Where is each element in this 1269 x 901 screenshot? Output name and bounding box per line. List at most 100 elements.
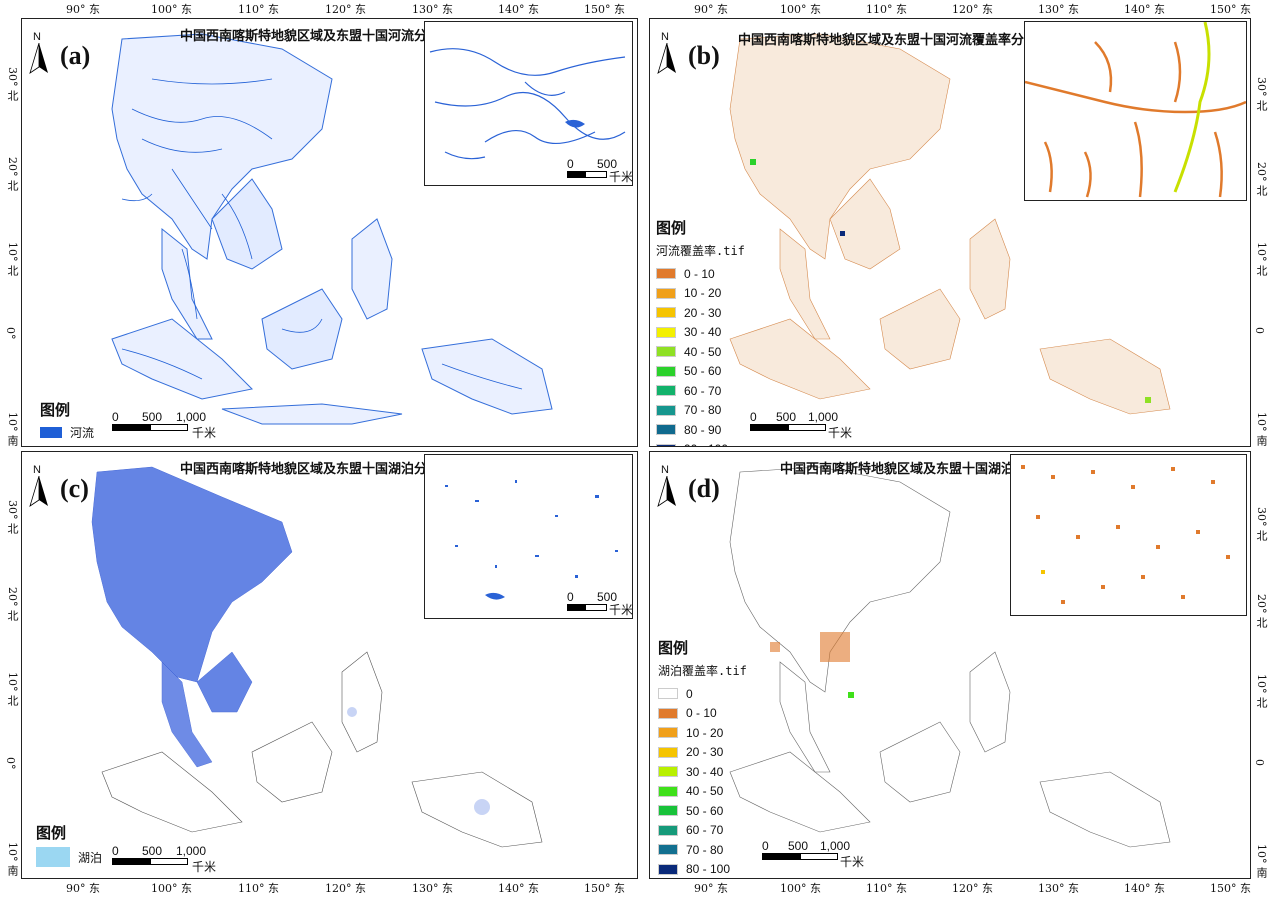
legend-swatch bbox=[658, 863, 678, 875]
legend-c: 图例 湖泊 bbox=[36, 822, 102, 867]
longitude-label: 130° 东 bbox=[412, 3, 453, 16]
longitude-label: 100° 东 bbox=[780, 3, 821, 16]
latitude-label: 0 bbox=[1253, 327, 1266, 334]
legend-label: 70 - 80 bbox=[684, 403, 722, 418]
legend-label: 30 - 40 bbox=[686, 764, 724, 779]
legend-label: 0 bbox=[686, 686, 693, 701]
latitude-label: 20° 北 bbox=[6, 157, 19, 191]
inset-b bbox=[1024, 21, 1247, 201]
legend-label: 80 - 90 bbox=[684, 422, 722, 437]
latitude-label: 0 bbox=[1253, 759, 1266, 766]
legend-a: 图例 河流 bbox=[40, 401, 95, 440]
legend-swatch bbox=[656, 307, 676, 319]
legend-row: 70 - 80 bbox=[656, 401, 745, 421]
legend-row: 40 - 50 bbox=[658, 782, 747, 802]
panel-c: (c) N 中国西南喀斯特地貌区域及东盟十国湖泊分布 0 500 千米 图例 湖泊… bbox=[21, 451, 638, 879]
map-a bbox=[111, 33, 553, 425]
legend-label: 30 - 40 bbox=[684, 325, 722, 340]
longitude-label: 120° 东 bbox=[952, 3, 993, 16]
longitude-label: 150° 东 bbox=[1210, 3, 1251, 16]
longitude-label: 140° 东 bbox=[1124, 3, 1165, 16]
map-title-d: 中国西南喀斯特地貌区域及东盟十国湖泊覆盖率分布 bbox=[780, 462, 1080, 477]
legend-label: 10 - 20 bbox=[686, 725, 724, 740]
legend-swatch bbox=[656, 365, 676, 377]
inset-scale-a: 0 500 千米 bbox=[567, 157, 633, 184]
legend-label: 50 - 60 bbox=[684, 364, 722, 379]
longitude-label: 110° 东 bbox=[238, 882, 279, 895]
longitude-label: 100° 东 bbox=[151, 3, 192, 16]
longitude-label: 100° 东 bbox=[151, 882, 192, 895]
latitude-label: 10° 南 bbox=[1255, 844, 1268, 878]
legend-label: 70 - 80 bbox=[686, 842, 724, 857]
map-d bbox=[729, 466, 1171, 848]
longitude-label: 90° 东 bbox=[66, 3, 100, 16]
inset-a-map bbox=[429, 48, 626, 160]
legend-row: 70 - 80 bbox=[658, 840, 747, 860]
latitude-label: 20° 北 bbox=[1255, 162, 1268, 196]
legend-row: 20 - 30 bbox=[656, 303, 745, 323]
legend-swatch bbox=[658, 785, 678, 797]
inset-b-map bbox=[1025, 22, 1246, 198]
legend-swatch bbox=[658, 688, 678, 700]
legend-row: 40 - 50 bbox=[656, 342, 745, 362]
latitude-label: 0° bbox=[4, 757, 17, 770]
legend-row: 60 - 70 bbox=[658, 821, 747, 841]
north-arrow-icon: N bbox=[28, 464, 50, 512]
map-title-b: 中国西南喀斯特地貌区域及东盟十国河流覆盖率分布 bbox=[738, 33, 1038, 48]
panel-b: (b) N 中国西南喀斯特地貌区域及东盟十国河流覆盖率分布 图例 河流覆盖率.t… bbox=[649, 18, 1251, 447]
legend-swatch bbox=[656, 443, 676, 446]
longitude-label: 110° 东 bbox=[866, 882, 907, 895]
map-title-a: 中国西南喀斯特地貌区域及东盟十国河流分布 bbox=[180, 29, 441, 44]
legend-label: 0 - 10 bbox=[684, 266, 715, 281]
legend-label: 90 - 100 bbox=[684, 442, 728, 446]
legend-row: 20 - 30 bbox=[658, 743, 747, 763]
legend-label: 60 - 70 bbox=[686, 823, 724, 838]
panel-label-c: (c) bbox=[60, 474, 89, 503]
longitude-label: 150° 东 bbox=[1210, 882, 1251, 895]
inset-c-map bbox=[445, 480, 618, 600]
legend-row: 0 bbox=[658, 684, 747, 704]
longitude-label: 150° 东 bbox=[584, 882, 625, 895]
legend-row: 50 - 60 bbox=[656, 362, 745, 382]
legend-row: 0 - 10 bbox=[658, 704, 747, 724]
longitude-label: 130° 东 bbox=[1038, 882, 1079, 895]
latitude-label: 20° 北 bbox=[6, 587, 19, 621]
legend-swatch bbox=[656, 346, 676, 358]
inset-scale-c: 0 500 千米 bbox=[567, 590, 633, 617]
longitude-label: 140° 东 bbox=[498, 3, 539, 16]
legend-label: 40 - 50 bbox=[686, 784, 724, 799]
legend-label: 20 - 30 bbox=[684, 305, 722, 320]
legend-swatch bbox=[656, 287, 676, 299]
map-title-c: 中国西南喀斯特地貌区域及东盟十国湖泊分布 bbox=[180, 462, 441, 477]
latitude-label: 10° 南 bbox=[6, 842, 19, 876]
longitude-label: 150° 东 bbox=[584, 3, 625, 16]
longitude-label: 140° 东 bbox=[498, 882, 539, 895]
legend-row: 80 - 100 bbox=[658, 860, 747, 879]
latitude-label: 10° 南 bbox=[6, 412, 19, 446]
map-c bbox=[91, 466, 543, 848]
legend-swatch bbox=[656, 268, 676, 280]
latitude-label: 10° 北 bbox=[1255, 674, 1268, 708]
longitude-label: 90° 东 bbox=[66, 882, 100, 895]
latitude-label: 10° 北 bbox=[6, 242, 19, 276]
latitude-label: 30° 北 bbox=[1255, 77, 1268, 111]
legend-row: 30 - 40 bbox=[656, 323, 745, 343]
longitude-label: 100° 东 bbox=[780, 882, 821, 895]
legend-swatch bbox=[658, 727, 678, 739]
panel-label-a: (a) bbox=[60, 41, 91, 70]
legend-label: 60 - 70 bbox=[684, 383, 722, 398]
legend-d-list: 0 0 - 10 10 - 20 20 - 30 30 - 40 40 - 50 50 - … bbox=[658, 684, 747, 879]
longitude-label: 120° 东 bbox=[325, 882, 366, 895]
panel-label-d: (d) bbox=[688, 474, 720, 503]
legend-swatch bbox=[656, 326, 676, 338]
legend-swatch bbox=[656, 385, 676, 397]
legend-label: 0 - 10 bbox=[686, 706, 717, 721]
latitude-label: 30° 北 bbox=[1255, 507, 1268, 541]
panel-d: (d) N 中国西南喀斯特地貌区域及东盟十国湖泊覆盖率分布 图例 湖泊覆盖率.t… bbox=[649, 451, 1251, 879]
latitude-label: 30° 北 bbox=[6, 500, 19, 534]
legend-swatch bbox=[658, 766, 678, 778]
longitude-label: 140° 东 bbox=[1124, 882, 1165, 895]
longitude-label: 120° 东 bbox=[325, 3, 366, 16]
legend-row: 10 - 20 bbox=[656, 284, 745, 304]
